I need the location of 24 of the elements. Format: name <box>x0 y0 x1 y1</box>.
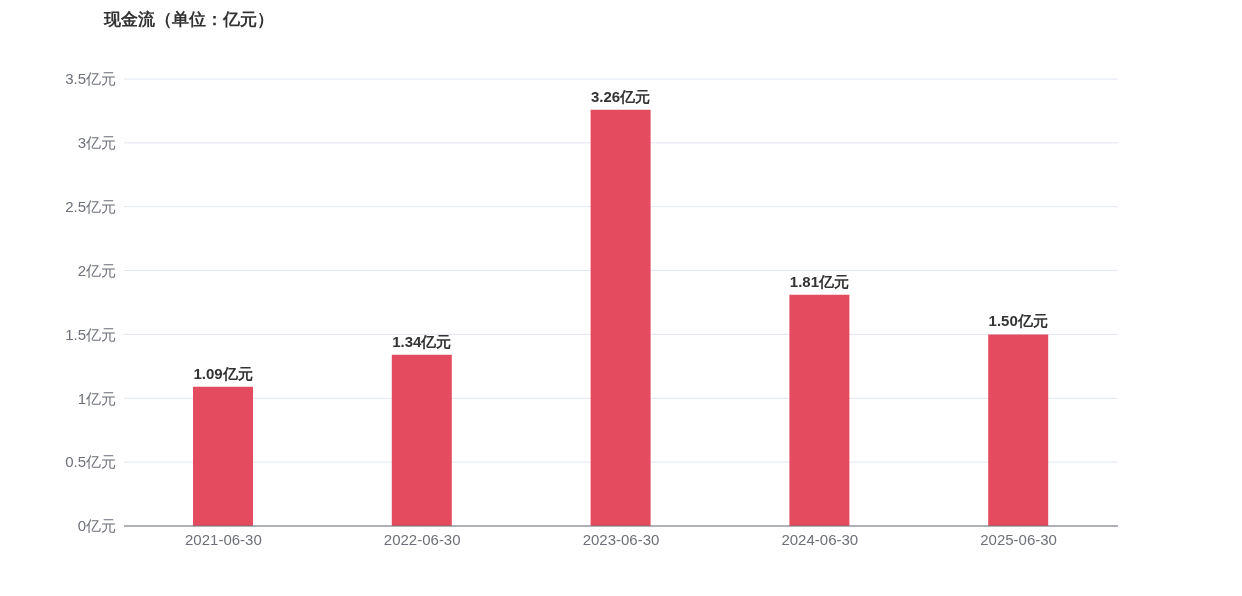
x-tick-label: 2023-06-30 <box>582 530 660 548</box>
y-tick-label: 0亿元 <box>77 517 116 535</box>
x-tick-label: 2021-06-30 <box>185 530 262 548</box>
y-tick-label: 0.5亿元 <box>65 453 116 471</box>
bar <box>391 354 452 526</box>
bar <box>590 109 651 526</box>
y-tick-label: 2亿元 <box>77 261 116 279</box>
y-tick-label: 3亿元 <box>77 134 116 152</box>
y-tick-label: 3.5亿元 <box>65 70 116 88</box>
data-label: 1.09亿元 <box>193 364 253 382</box>
x-tick-label: 2024-06-30 <box>781 530 859 548</box>
data-label: 1.81亿元 <box>789 272 849 290</box>
chart-title: 现金流（单位：亿元） <box>104 9 274 31</box>
data-label: 1.50亿元 <box>988 312 1048 330</box>
data-label: 1.34亿元 <box>392 332 452 350</box>
y-tick-label: 2.5亿元 <box>65 198 116 216</box>
bar <box>193 386 253 526</box>
bar <box>789 294 850 526</box>
y-tick-label: 1亿元 <box>77 389 116 407</box>
data-label: 3.26亿元 <box>591 87 651 105</box>
x-tick-label: 2025-06-30 <box>980 530 1057 548</box>
bar <box>988 334 1049 526</box>
y-tick-label: 1.5亿元 <box>65 325 116 343</box>
x-tick-label: 2022-06-30 <box>383 530 461 548</box>
